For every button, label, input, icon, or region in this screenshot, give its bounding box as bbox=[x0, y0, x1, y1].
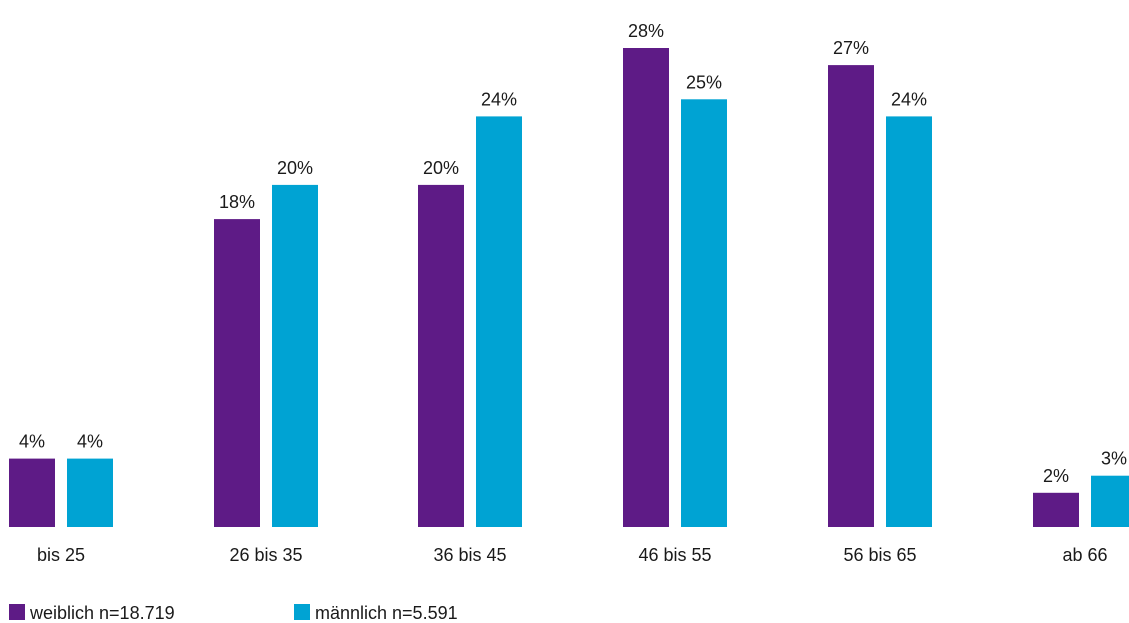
bar-maennlich-36-bis-45 bbox=[476, 116, 522, 528]
value-label-maennlich-bis-25: 4% bbox=[77, 432, 103, 452]
value-label-weiblich-36-bis-45: 20% bbox=[423, 158, 459, 178]
value-label-maennlich-ab-66: 3% bbox=[1101, 449, 1127, 469]
category-labels-layer: bis 25 26 bis 35 36 bis 45 46 bis 55 56 bis … bbox=[37, 545, 1108, 565]
value-label-maennlich-26-bis-35: 20% bbox=[277, 158, 313, 178]
category-label-36-bis-45: 36 bis 45 bbox=[433, 545, 506, 565]
legend: weiblich n=18.719 männlich n=5.591 bbox=[9, 603, 458, 623]
bar-maennlich-bis-25 bbox=[67, 458, 113, 527]
legend-label-weiblich: weiblich n=18.719 bbox=[29, 603, 175, 623]
category-label-ab-66: ab 66 bbox=[1062, 545, 1107, 565]
value-label-maennlich-56-bis-65: 24% bbox=[891, 89, 927, 109]
category-label-26-bis-35: 26 bis 35 bbox=[229, 545, 302, 565]
value-label-weiblich-26-bis-35: 18% bbox=[219, 192, 255, 212]
bar-maennlich-ab-66 bbox=[1091, 475, 1129, 527]
category-label-46-bis-55: 46 bis 55 bbox=[638, 545, 711, 565]
bar-maennlich-26-bis-35 bbox=[272, 184, 318, 527]
bar-weiblich-46-bis-55 bbox=[623, 48, 669, 527]
bar-weiblich-ab-66 bbox=[1033, 492, 1079, 527]
value-label-maennlich-46-bis-55: 25% bbox=[686, 72, 722, 92]
value-label-weiblich-bis-25: 4% bbox=[19, 432, 45, 452]
bar-weiblich-56-bis-65 bbox=[828, 65, 874, 527]
category-label-56-bis-65: 56 bis 65 bbox=[843, 545, 916, 565]
bar-weiblich-bis-25 bbox=[9, 458, 55, 527]
value-label-weiblich-46-bis-55: 28% bbox=[628, 21, 664, 41]
bar-weiblich-36-bis-45 bbox=[418, 184, 464, 527]
legend-swatch-maennlich bbox=[294, 604, 310, 620]
bar-weiblich-26-bis-35 bbox=[214, 219, 260, 527]
bar-maennlich-56-bis-65 bbox=[886, 116, 932, 528]
bar-maennlich-46-bis-55 bbox=[681, 99, 727, 528]
value-label-maennlich-36-bis-45: 24% bbox=[481, 89, 517, 109]
category-label-bis-25: bis 25 bbox=[37, 545, 85, 565]
value-labels-layer: 4% 4% 18% 20% 20% 24% 28% 25% 27% 24% 2% 3% bbox=[19, 21, 1127, 486]
legend-label-maennlich: männlich n=5.591 bbox=[315, 603, 458, 623]
bars-layer bbox=[9, 48, 1129, 528]
value-label-weiblich-56-bis-65: 27% bbox=[833, 38, 869, 58]
legend-swatch-weiblich bbox=[9, 604, 25, 620]
value-label-weiblich-ab-66: 2% bbox=[1043, 466, 1069, 486]
